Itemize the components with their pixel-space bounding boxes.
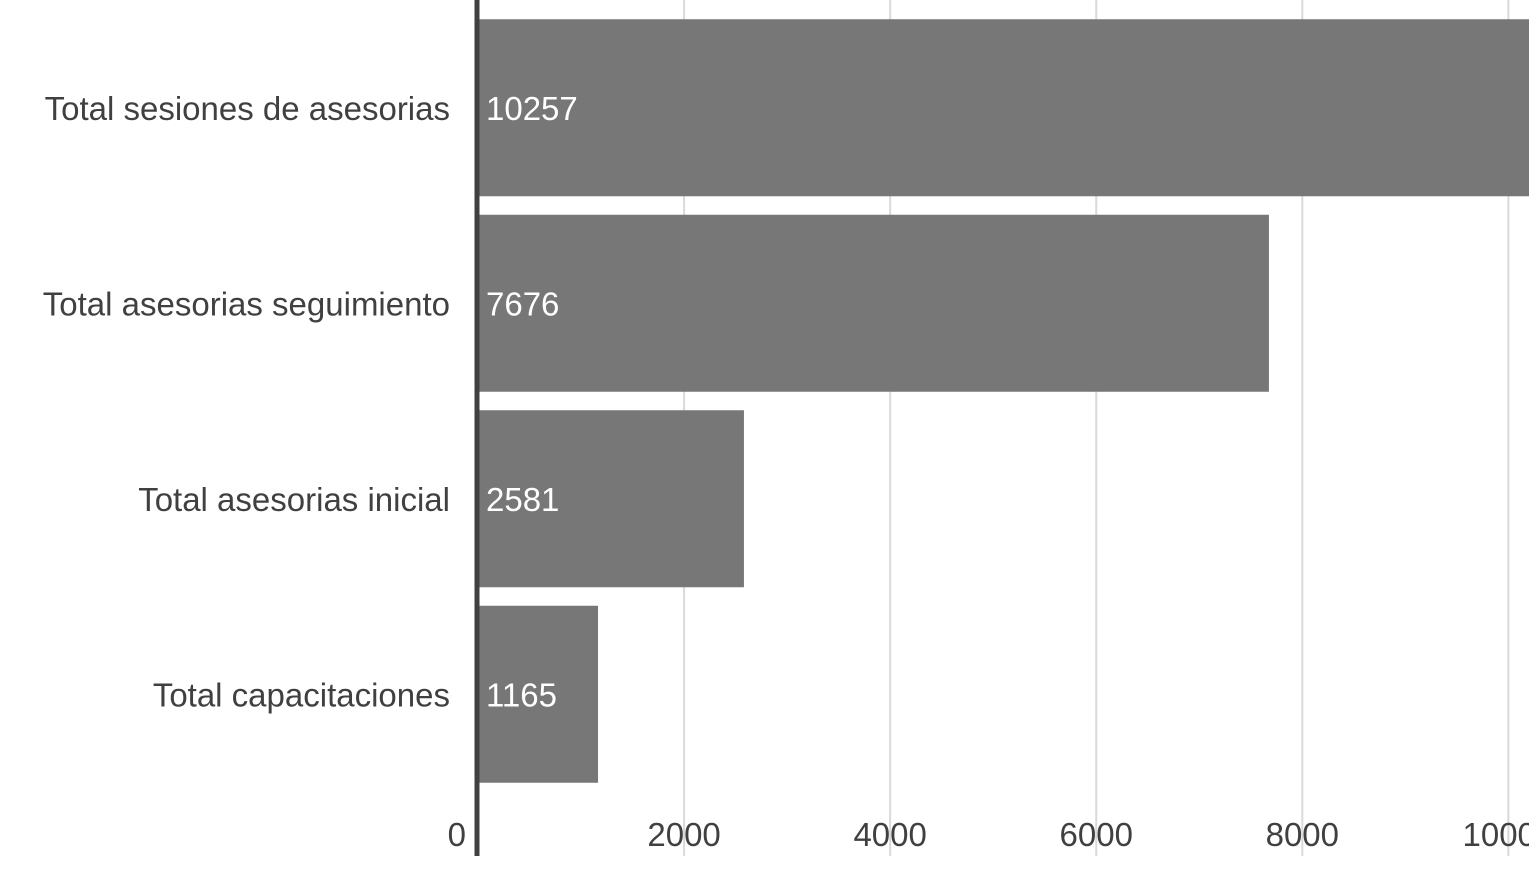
data-label-2: 2581 bbox=[486, 481, 559, 518]
x-tick-label-8000: 8000 bbox=[1266, 816, 1339, 853]
data-label-3: 1165 bbox=[486, 676, 557, 713]
bar-1 bbox=[478, 214, 1269, 392]
bars bbox=[478, 19, 1529, 783]
category-label-1: Total asesorias seguimiento bbox=[43, 285, 450, 322]
x-tick-label-10000: 10000 bbox=[1463, 816, 1529, 853]
x-tick-label-2000: 2000 bbox=[647, 816, 720, 853]
bar-0 bbox=[478, 19, 1529, 197]
x-tick-label-6000: 6000 bbox=[1060, 816, 1133, 853]
x-tick-label-4000: 4000 bbox=[853, 816, 926, 853]
bar-3 bbox=[478, 605, 599, 783]
category-label-2: Total asesorias inicial bbox=[138, 481, 450, 518]
bar-2 bbox=[478, 410, 744, 588]
category-label-0: Total sesiones de asesorias bbox=[45, 90, 450, 127]
category-label-3: Total capacitaciones bbox=[153, 676, 450, 713]
labels: 0 2000 4000 6000 8000 10000 Total sesiones de … bbox=[43, 90, 1529, 853]
data-label-0: 10257 bbox=[486, 90, 578, 127]
data-label-1: 7676 bbox=[486, 285, 559, 322]
x-tick-label-0: 0 bbox=[448, 816, 466, 853]
